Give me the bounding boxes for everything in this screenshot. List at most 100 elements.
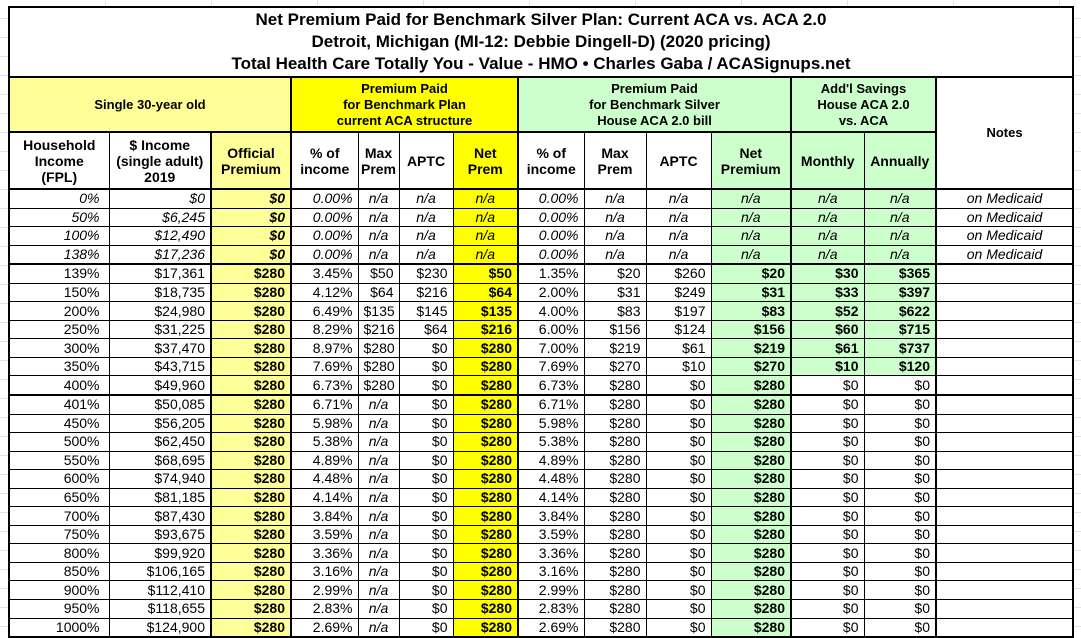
cell-aca2_max[interactable]: $270	[583, 356, 647, 377]
cell-fpl[interactable]: 900%	[8, 580, 110, 601]
cell-aca2_net[interactable]: $156	[710, 319, 792, 340]
cell-annually[interactable]: $0	[863, 432, 937, 452]
cell-aca_max[interactable]: n/a	[357, 244, 400, 265]
cell-income[interactable]: $62,450	[108, 432, 212, 452]
cell-aca_max[interactable]: n/a	[357, 413, 400, 434]
cell-notes[interactable]	[935, 356, 1074, 377]
cell-income[interactable]: $37,470	[108, 338, 212, 358]
cell-aca2_pct[interactable]: 0.00%	[517, 207, 585, 228]
cell-official[interactable]: $280	[210, 282, 292, 303]
cell-aca_aptc[interactable]: $0	[398, 450, 454, 471]
cell-aca_pct[interactable]: 0.00%	[290, 188, 359, 209]
cell-aca_max[interactable]: n/a	[357, 469, 400, 489]
cell-aca2_aptc[interactable]: n/a	[645, 226, 712, 246]
cell-aca2_net[interactable]: n/a	[710, 244, 792, 265]
cell-aca_max[interactable]: n/a	[357, 561, 400, 582]
cell-aca2_net[interactable]: $83	[710, 301, 792, 321]
cell-aca2_max[interactable]: $280	[583, 580, 647, 601]
cell-aca2_net[interactable]: $280	[710, 599, 792, 619]
cell-aca_net[interactable]: $280	[452, 487, 519, 508]
cell-income[interactable]: $12,490	[108, 226, 212, 246]
cell-official[interactable]: $280	[210, 580, 292, 601]
cell-aca_max[interactable]: n/a	[357, 487, 400, 508]
cell-aca2_pct[interactable]: 4.00%	[517, 301, 585, 321]
cell-income[interactable]: $17,236	[108, 244, 212, 265]
cell-aca_aptc[interactable]: n/a	[398, 188, 454, 209]
cell-aca2_pct[interactable]: 7.69%	[517, 356, 585, 377]
cell-aca2_aptc[interactable]: $61	[645, 338, 712, 358]
cell-aca_max[interactable]: n/a	[357, 432, 400, 452]
cell-aca2_pct[interactable]: 4.14%	[517, 487, 585, 508]
cell-aca2_max[interactable]: n/a	[583, 188, 647, 209]
cell-monthly[interactable]: $0	[790, 413, 865, 434]
cell-aca_pct[interactable]: 0.00%	[290, 226, 359, 246]
cell-aca_max[interactable]: $280	[357, 338, 400, 358]
cell-official[interactable]: $280	[210, 356, 292, 377]
cell-aca_aptc[interactable]: $0	[398, 487, 454, 508]
cell-income[interactable]: $31,225	[108, 319, 212, 340]
cell-aca_net[interactable]: $135	[452, 301, 519, 321]
cell-aca_pct[interactable]: 3.36%	[290, 543, 359, 563]
cell-aca_aptc[interactable]: n/a	[398, 244, 454, 265]
cell-aca2_net[interactable]: n/a	[710, 207, 792, 228]
cell-aca_max[interactable]: n/a	[357, 226, 400, 246]
cell-official[interactable]: $280	[210, 394, 292, 415]
cell-income[interactable]: $124,900	[108, 617, 212, 638]
cell-aca_aptc[interactable]: $216	[398, 282, 454, 303]
cell-aca2_aptc[interactable]: $0	[645, 599, 712, 619]
cell-aca_max[interactable]: $216	[357, 319, 400, 340]
cell-aca_pct[interactable]: 3.16%	[290, 561, 359, 582]
cell-aca2_aptc[interactable]: $197	[645, 301, 712, 321]
cell-aca_aptc[interactable]: $0	[398, 543, 454, 563]
cell-monthly[interactable]: $30	[790, 263, 865, 284]
cell-aca2_pct[interactable]: 2.00%	[517, 282, 585, 303]
cell-notes[interactable]	[935, 561, 1074, 582]
cell-aca_net[interactable]: $280	[452, 432, 519, 452]
cell-aca2_max[interactable]: $280	[583, 375, 647, 396]
cell-aca_net[interactable]: $280	[452, 506, 519, 526]
cell-monthly[interactable]: $10	[790, 356, 865, 377]
cell-annually[interactable]: n/a	[863, 244, 937, 265]
cell-annually[interactable]: $0	[863, 580, 937, 601]
cell-aca2_aptc[interactable]: $124	[645, 319, 712, 340]
cell-aca2_net[interactable]: $280	[710, 506, 792, 526]
cell-aca_pct[interactable]: 8.97%	[290, 338, 359, 358]
cell-aca2_max[interactable]: $280	[583, 432, 647, 452]
cell-aca_net[interactable]: $64	[452, 282, 519, 303]
cell-aca2_max[interactable]: $156	[583, 319, 647, 340]
cell-aca2_max[interactable]: $280	[583, 394, 647, 415]
cell-monthly[interactable]: $61	[790, 338, 865, 358]
cell-official[interactable]: $280	[210, 450, 292, 471]
cell-aca2_pct[interactable]: 4.89%	[517, 450, 585, 471]
cell-income[interactable]: $118,655	[108, 599, 212, 619]
cell-notes[interactable]	[935, 543, 1074, 563]
cell-aca_max[interactable]: n/a	[357, 394, 400, 415]
cell-aca2_pct[interactable]: 1.35%	[517, 263, 585, 284]
cell-official[interactable]: $0	[210, 207, 292, 228]
cell-fpl[interactable]: 150%	[8, 282, 110, 303]
cell-income[interactable]: $43,715	[108, 356, 212, 377]
cell-notes[interactable]	[935, 450, 1074, 471]
cell-aca_net[interactable]: $280	[452, 469, 519, 489]
cell-monthly[interactable]: $0	[790, 469, 865, 489]
cell-aca2_net[interactable]: $270	[710, 356, 792, 377]
cell-monthly[interactable]: $0	[790, 432, 865, 452]
cell-aca2_aptc[interactable]: $0	[645, 506, 712, 526]
cell-income[interactable]: $18,735	[108, 282, 212, 303]
cell-aca_max[interactable]: n/a	[357, 543, 400, 563]
cell-aca_aptc[interactable]: $0	[398, 599, 454, 619]
cell-aca2_pct[interactable]: 3.59%	[517, 524, 585, 545]
cell-fpl[interactable]: 100%	[8, 226, 110, 246]
cell-fpl[interactable]: 850%	[8, 561, 110, 582]
cell-monthly[interactable]: n/a	[790, 226, 865, 246]
cell-aca2_net[interactable]: n/a	[710, 188, 792, 209]
cell-aca_max[interactable]: n/a	[357, 524, 400, 545]
cell-aca_net[interactable]: $280	[452, 450, 519, 471]
cell-official[interactable]: $280	[210, 263, 292, 284]
cell-aca_aptc[interactable]: $230	[398, 263, 454, 284]
cell-official[interactable]: $280	[210, 338, 292, 358]
cell-aca2_net[interactable]: $280	[710, 394, 792, 415]
cell-aca_pct[interactable]: 5.98%	[290, 413, 359, 434]
cell-aca_aptc[interactable]: $0	[398, 580, 454, 601]
cell-aca2_aptc[interactable]: $0	[645, 487, 712, 508]
